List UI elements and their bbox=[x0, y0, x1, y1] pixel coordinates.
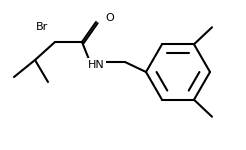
Text: Br: Br bbox=[36, 22, 48, 32]
Text: O: O bbox=[106, 13, 114, 23]
Text: HN: HN bbox=[88, 60, 104, 70]
